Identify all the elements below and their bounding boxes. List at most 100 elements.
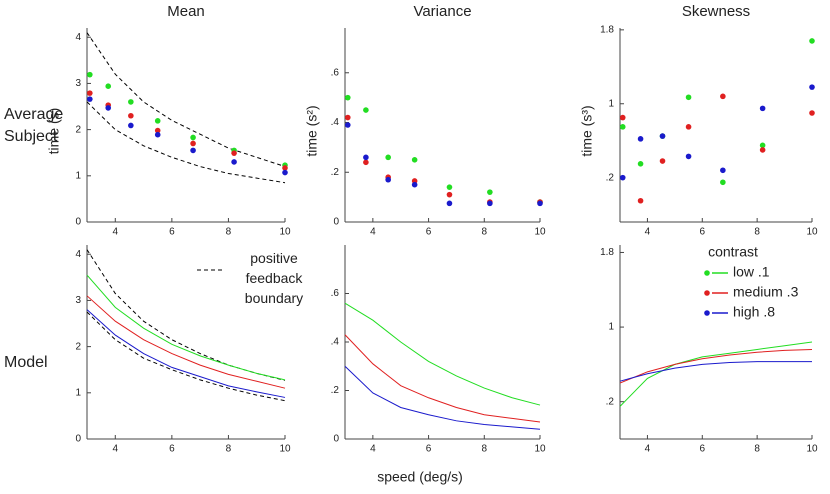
- x-tick-label: 8: [482, 444, 488, 455]
- y-tick-label: 0: [333, 217, 339, 228]
- point: [659, 133, 666, 139]
- x-tick-label: 4: [645, 227, 651, 238]
- point: [363, 107, 369, 113]
- point: [282, 165, 288, 171]
- point: [190, 134, 196, 141]
- panel-title: Mean: [167, 3, 205, 20]
- panel-title: Skewness: [682, 3, 750, 20]
- point: [105, 83, 112, 89]
- point: [128, 122, 134, 129]
- series-line: [344, 302, 541, 406]
- point: [411, 157, 418, 163]
- legend-dot: [704, 270, 710, 276]
- legend-label: medium .3: [733, 284, 799, 300]
- y-tick-label: 0: [75, 434, 81, 445]
- y-tick-label: .4: [331, 337, 340, 348]
- y-tick-label: .2: [331, 167, 340, 178]
- y-tick-label: .4: [331, 117, 340, 128]
- legend-dot: [704, 290, 710, 296]
- legend-dot: [704, 310, 710, 316]
- point: [385, 176, 391, 183]
- x-tick-label: 10: [279, 227, 291, 238]
- x-tick-label: 8: [226, 444, 232, 455]
- legend-title: contrast: [708, 244, 758, 260]
- boundary-line: [86, 32, 286, 168]
- x-tick-label: 10: [534, 444, 546, 455]
- x-tick-label: 6: [169, 444, 175, 455]
- y-tick-label: 0: [333, 434, 339, 445]
- point: [487, 189, 493, 195]
- legend-label: low .1: [733, 264, 770, 280]
- y-axis-label: time (s³): [579, 105, 595, 156]
- y-tick-label: 3: [75, 78, 81, 89]
- point: [619, 124, 626, 130]
- point: [128, 112, 134, 119]
- point: [87, 96, 93, 102]
- y-tick-label: 3: [75, 295, 81, 306]
- panel-title: Variance: [413, 3, 471, 20]
- x-tick-label: 6: [700, 227, 706, 238]
- series-line: [86, 274, 286, 381]
- y-axis-label: time (s): [46, 108, 62, 155]
- point: [720, 167, 726, 174]
- point: [128, 99, 134, 105]
- series-line: [619, 361, 812, 382]
- point: [685, 153, 692, 160]
- y-tick-label: 1: [608, 322, 614, 333]
- point: [619, 114, 626, 121]
- point: [637, 161, 644, 167]
- y-tick-label: .2: [331, 385, 340, 396]
- point: [344, 114, 351, 121]
- y-axis-label: time (s²): [304, 105, 320, 156]
- y-tick-label: 1: [75, 387, 81, 398]
- x-tick-label: 10: [806, 444, 818, 455]
- x-tick-label: 4: [370, 444, 376, 455]
- point: [809, 38, 815, 44]
- y-tick-label: 4: [75, 32, 81, 43]
- x-axis-label: speed (deg/s): [377, 469, 463, 485]
- point: [154, 131, 161, 138]
- boundary-line: [86, 101, 286, 184]
- y-tick-label: .6: [331, 67, 340, 78]
- y-tick-label: 1.8: [600, 247, 614, 258]
- y-tick-label: 2: [75, 124, 81, 135]
- point: [759, 105, 766, 112]
- row-label: Model: [4, 354, 48, 371]
- boundary-legend-label: positive feedback boundary: [244, 250, 304, 306]
- series-line: [344, 365, 541, 430]
- point: [87, 71, 93, 78]
- point: [487, 200, 493, 207]
- x-tick-label: 6: [426, 444, 432, 455]
- x-tick-label: 4: [370, 227, 376, 238]
- point: [809, 110, 815, 116]
- point: [282, 169, 288, 176]
- y-tick-label: 4: [75, 249, 81, 260]
- point: [344, 122, 351, 128]
- legend-label: high .8: [733, 304, 775, 320]
- point: [685, 94, 692, 101]
- point: [385, 154, 391, 161]
- x-tick-label: 4: [113, 227, 119, 238]
- x-tick-label: 6: [169, 227, 175, 238]
- x-tick-label: 10: [806, 227, 818, 238]
- point: [537, 200, 543, 207]
- point: [190, 147, 196, 154]
- x-tick-label: 8: [482, 227, 488, 238]
- x-tick-label: 10: [534, 227, 546, 238]
- point: [105, 105, 112, 111]
- x-tick-label: 10: [279, 444, 291, 455]
- point: [154, 118, 161, 124]
- series-line: [86, 295, 286, 389]
- y-tick-label: 0: [75, 217, 81, 228]
- point: [190, 140, 196, 147]
- series-line: [619, 348, 813, 384]
- point: [720, 93, 726, 100]
- y-tick-label: 1.8: [600, 24, 614, 35]
- x-tick-label: 6: [700, 444, 706, 455]
- point: [809, 84, 815, 90]
- point: [87, 90, 93, 96]
- y-tick-label: .2: [606, 396, 615, 407]
- series-line: [344, 334, 541, 423]
